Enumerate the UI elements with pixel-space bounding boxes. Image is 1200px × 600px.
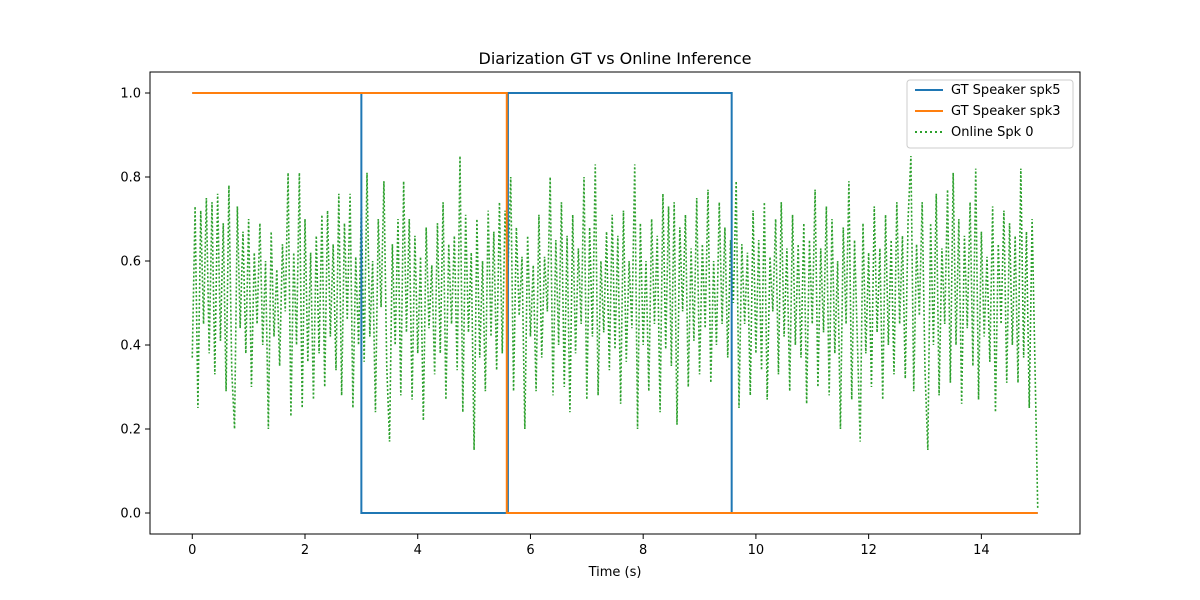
legend-box <box>906 79 1074 149</box>
y-tick-label: 0.0 <box>120 507 141 522</box>
y-axis-ticks: 0.0 0.2 0.4 0.6 0.8 1.0 <box>120 87 150 522</box>
legend-label-online-spk0: Online Spk 0 <box>951 125 1034 140</box>
x-tick-label: 0 <box>188 543 196 558</box>
x-tick-label: 6 <box>526 543 534 558</box>
x-tick-label: 10 <box>748 543 765 558</box>
plot-area: 0 2 4 6 8 10 12 14 0.0 0.2 0.4 0.6 0.8 1.0 <box>120 71 1081 558</box>
plot-frame <box>149 71 1081 535</box>
x-tick-label: 14 <box>973 543 990 558</box>
y-tick-label: 0.2 <box>120 423 141 438</box>
y-tick-label: 0.6 <box>120 255 141 270</box>
series-line-gt-speaker-spk5 <box>192 92 1038 514</box>
x-tick-label: 4 <box>414 543 422 558</box>
x-axis-ticks: 0 2 4 6 8 10 12 14 <box>188 534 990 558</box>
x-tick-label: 2 <box>301 543 309 558</box>
y-tick-label: 1.0 <box>120 87 141 102</box>
legend-label-spk5: GT Speaker spk5 <box>951 83 1061 98</box>
x-tick-label: 12 <box>860 543 877 558</box>
legend-label-spk3: GT Speaker spk3 <box>951 104 1061 119</box>
x-axis-label: Time (s) <box>588 565 642 580</box>
series-layer <box>191 92 1039 514</box>
chart-title: Diarization GT vs Online Inference <box>479 49 752 68</box>
y-tick-label: 0.8 <box>120 171 141 186</box>
legend: GT Speaker spk5 GT Speaker spk3 Online S… <box>906 79 1074 149</box>
series-line-online-spk-0 <box>191 155 1039 509</box>
x-tick-label: 8 <box>639 543 647 558</box>
y-tick-label: 0.4 <box>120 339 141 354</box>
series-line-gt-speaker-spk3 <box>192 92 1038 514</box>
